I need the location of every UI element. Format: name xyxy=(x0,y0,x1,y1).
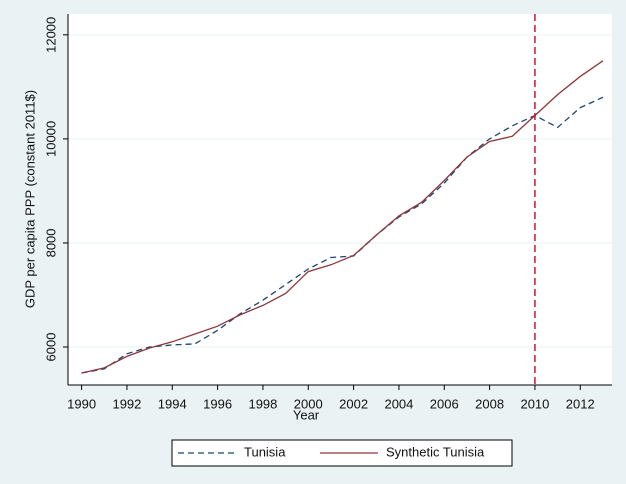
y-axis-label: GDP per capita PPP (constant 2011$) xyxy=(22,90,37,308)
x-tick-label: 2006 xyxy=(430,396,459,411)
series-line xyxy=(81,60,604,374)
y-tick-label: 8000 xyxy=(43,228,58,257)
y-tick-label: 12000 xyxy=(43,17,58,53)
x-tick-label: 2000 xyxy=(294,396,323,411)
x-tick-label: 2002 xyxy=(339,396,368,411)
legend-label: Synthetic Tunisia xyxy=(386,444,485,459)
y-tick-label: 6000 xyxy=(43,333,58,362)
x-tick-label: 2008 xyxy=(475,396,504,411)
series-line xyxy=(81,96,604,374)
x-axis-label: Year xyxy=(293,407,320,422)
x-tick-label: 1994 xyxy=(158,396,187,411)
x-tick-label: 2010 xyxy=(520,396,549,411)
x-tick-label: 1990 xyxy=(67,396,96,411)
x-tick-label: 2004 xyxy=(384,396,413,411)
plot-area xyxy=(68,14,612,385)
legend-label: Tunisia xyxy=(244,444,286,459)
x-tick-label: 1998 xyxy=(248,396,277,411)
x-tick-label: 2012 xyxy=(566,396,595,411)
x-tick-label: 1992 xyxy=(112,396,141,411)
y-tick-label: 10000 xyxy=(43,121,58,157)
x-tick-label: 1996 xyxy=(203,396,232,411)
